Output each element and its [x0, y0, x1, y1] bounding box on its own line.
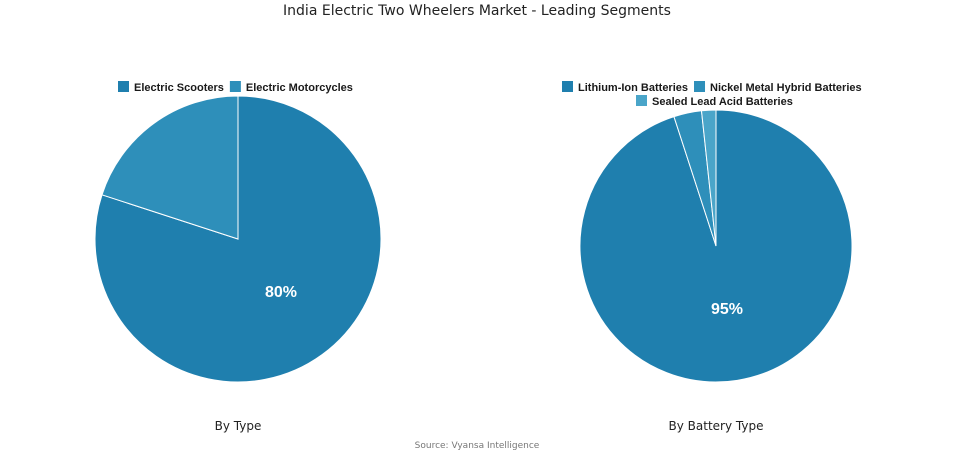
pie-caption-by-type: By Type — [215, 419, 262, 433]
data-label-lithium-ion-batteries: 95% — [711, 301, 743, 318]
source-note: Source: Vyansa Intelligence — [415, 441, 540, 451]
data-label-electric-scooters: 80% — [265, 284, 297, 301]
legend-label-lithium-ion-batteries: Lithium-Ion Batteries — [578, 82, 688, 94]
legend-label-sealed-lead-acid-batteries: Sealed Lead Acid Batteries — [652, 96, 793, 108]
chart-title: India Electric Two Wheelers Market - Lea… — [283, 3, 671, 19]
legend-swatch-electric-scooters — [118, 81, 129, 92]
pie-chart-by-battery-type: 95% Lithium-Ion Batteries Nickel Metal Hyb… — [562, 81, 862, 383]
legend-swatch-nickel-metal-hybrid-batteries — [694, 81, 706, 92]
pie-caption-by-battery-type: By Battery Type — [669, 419, 764, 433]
legend-swatch-lithium-ion-batteries — [562, 81, 573, 92]
legend-label-electric-motorcycles: Electric Motorcycles — [246, 82, 353, 94]
pie-slice-electric-motorcycles — [101, 95, 239, 240]
legend-label-nickel-metal-hybrid-batteries: Nickel Metal Hybrid Batteries — [710, 82, 862, 94]
pie-chart-by-type: 80% Electric Scooters Electric Motorcycles — [94, 81, 382, 383]
legend-label-electric-scooters: Electric Scooters — [134, 82, 224, 94]
pie-slice-sealed-lead-acid-batteries — [700, 109, 717, 247]
legend-swatch-sealed-lead-acid-batteries — [636, 95, 647, 106]
legend-swatch-electric-motorcycles — [229, 81, 241, 92]
